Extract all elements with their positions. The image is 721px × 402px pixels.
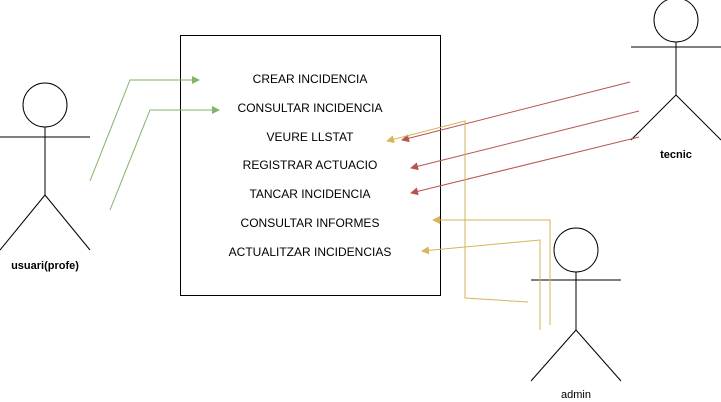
use-case-registrar-actuacio[interactable]: REGISTRAR ACTUACIO bbox=[243, 158, 378, 172]
link-usuari-crear-incidencia bbox=[89, 76, 200, 182]
link-admin-consultar-informes bbox=[432, 216, 551, 325]
use-case-actualitzar-incidencias[interactable]: ACTUALITZAR INCIDENCIAS bbox=[229, 245, 392, 259]
actor-admin-left-leg bbox=[530, 329, 577, 382]
actor-admin-right-leg bbox=[575, 329, 622, 382]
actor-admin-label: admin bbox=[561, 389, 591, 401]
actor-tecnic[interactable] bbox=[630, 0, 721, 141]
actor-usuari-left-leg bbox=[0, 194, 46, 251]
actor-tecnic-label: tecnic bbox=[660, 149, 692, 161]
actor-usuari-label: usuari(profe) bbox=[11, 260, 79, 272]
use-case-consultar-informes[interactable]: CONSULTAR INFORMES bbox=[241, 216, 380, 230]
use-case-tancar-incidencia[interactable]: TANCAR INCIDENCIA bbox=[249, 187, 370, 201]
actor-tecnic-left-leg bbox=[630, 94, 677, 141]
actor-tecnic-right-leg bbox=[675, 94, 721, 141]
actor-usuari[interactable] bbox=[0, 82, 91, 251]
actor-admin[interactable] bbox=[530, 227, 622, 382]
use-case-veure-llstat[interactable]: VEURE LLSTAT bbox=[267, 130, 355, 144]
link-tecnic-tancar-incidencia bbox=[410, 136, 640, 196]
link-usuari-consultar-incidencia bbox=[109, 106, 220, 211]
link-tecnic-registrar-actuacio bbox=[410, 110, 640, 171]
actor-tecnic-head bbox=[653, 0, 699, 43]
actor-admin-head bbox=[553, 227, 599, 273]
link-admin-veure-llstat bbox=[386, 120, 529, 303]
link-admin-actualitzar-incidencias bbox=[421, 239, 541, 330]
use-case-consultar-incidencia[interactable]: CONSULTAR INCIDENCIA bbox=[238, 101, 383, 115]
link-tecnic-veure-llstat bbox=[401, 81, 631, 143]
use-case-crear-incidencia[interactable]: CREAR INCIDENCIA bbox=[253, 72, 368, 86]
system-boundary bbox=[180, 35, 441, 296]
actor-usuari-right-leg bbox=[44, 194, 91, 251]
actor-usuari-head bbox=[22, 82, 68, 128]
